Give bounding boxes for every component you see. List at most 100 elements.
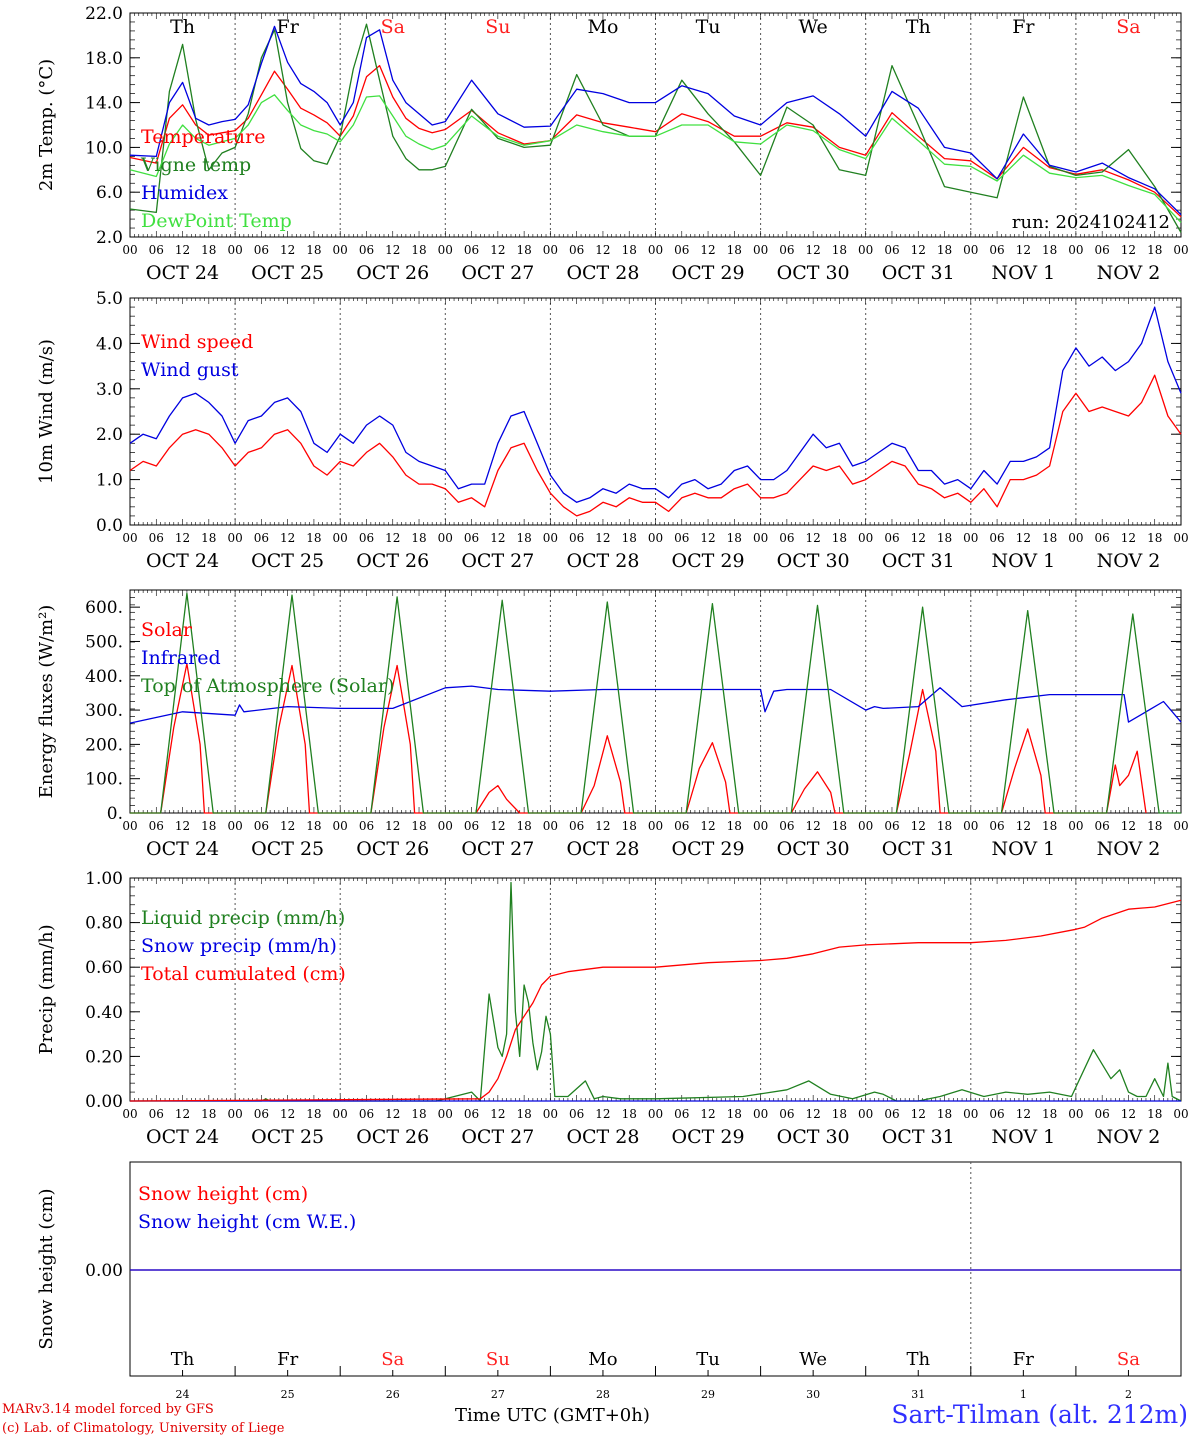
hour-label: 12	[806, 819, 821, 833]
date-label: OCT 29	[672, 1126, 745, 1148]
y-tick-label: 600.	[85, 598, 123, 618]
legend-entry: Wind speed	[141, 331, 253, 353]
hour-label: 06	[884, 819, 899, 833]
y-tick-label: 0.40	[85, 1003, 123, 1023]
date-label: OCT 31	[882, 262, 955, 284]
hour-label: 06	[674, 1107, 689, 1121]
weekday-label: Sa	[1117, 1349, 1140, 1370]
hour-label: 12	[385, 243, 400, 257]
hour-label: 00	[858, 243, 873, 257]
y-tick-label: 14.0	[85, 94, 123, 114]
model-credit: MARv3.14 model forced by GFS	[2, 1402, 214, 1417]
hour-label: 18	[937, 531, 952, 545]
hour-label: 06	[359, 243, 374, 257]
hour-label: 06	[884, 1107, 899, 1121]
hour-label: 06	[254, 531, 269, 545]
hour-label: 12	[595, 531, 610, 545]
hour-label: 00	[438, 1107, 453, 1121]
hour-label: 18	[306, 243, 321, 257]
series-line	[130, 592, 1181, 814]
y-tick-label: 200.	[85, 735, 123, 755]
panel-frame	[129, 297, 1182, 526]
hour-label: 12	[700, 1107, 715, 1121]
series-line	[129, 306, 1182, 503]
hour-label: 06	[254, 1107, 269, 1121]
hour-label: 18	[622, 819, 637, 833]
legend-entry: Vigne temp	[140, 154, 251, 176]
weekday-label: Fr	[277, 16, 300, 38]
y-tick-label: 0.0	[96, 516, 123, 536]
hour-label: 00	[122, 531, 137, 545]
hour-label: 06	[464, 531, 479, 545]
date-label: OCT 29	[672, 550, 745, 572]
weekday-label: Sa	[381, 1349, 404, 1370]
hour-label: 00	[1068, 819, 1083, 833]
date-label: OCT 25	[251, 550, 324, 572]
hour-label: 06	[149, 1107, 164, 1121]
date-label: OCT 24	[146, 838, 219, 860]
hour-label: 12	[490, 819, 505, 833]
hour-label: 18	[832, 1107, 847, 1121]
date-label: OCT 26	[356, 262, 429, 284]
hour-label: 06	[359, 1107, 374, 1121]
y-tick-label: 400.	[85, 667, 123, 687]
hour-label: 18	[622, 531, 637, 545]
hour-label: 06	[884, 243, 899, 257]
hour-label: 06	[674, 531, 689, 545]
hour-label: 06	[359, 819, 374, 833]
hour-label: 12	[175, 243, 190, 257]
hour-label: 12	[175, 1107, 190, 1121]
hour-label: 00	[543, 531, 558, 545]
hour-label: 06	[254, 243, 269, 257]
day-number-label: 1	[1020, 1388, 1027, 1401]
hour-label: 06	[1095, 243, 1110, 257]
hour-label: 06	[149, 819, 164, 833]
hour-label: 12	[1016, 243, 1031, 257]
legend-entry: Wind gust	[141, 359, 239, 381]
hour-label: 00	[543, 243, 558, 257]
hour-label: 12	[280, 531, 295, 545]
hour-label: 12	[1121, 243, 1136, 257]
hour-label: 06	[569, 243, 584, 257]
hour-label: 18	[1042, 531, 1057, 545]
date-label: OCT 31	[882, 838, 955, 860]
date-label: OCT 31	[882, 1126, 955, 1148]
date-label: OCT 30	[777, 1126, 850, 1148]
hour-label: 18	[937, 1107, 952, 1121]
date-label: NOV 1	[991, 550, 1055, 572]
hour-label: 12	[911, 1107, 926, 1121]
hour-label: 12	[1121, 1107, 1136, 1121]
hour-label: 06	[674, 243, 689, 257]
weekday-label: Sa	[381, 16, 405, 38]
legend-entry: Solar	[141, 619, 193, 641]
weekday-label: Su	[486, 1349, 510, 1370]
hour-label: 18	[1042, 1107, 1057, 1121]
weekday-label: Th	[171, 1349, 195, 1370]
hour-label: 12	[700, 819, 715, 833]
hour-label: 00	[543, 1107, 558, 1121]
hour-label: 00	[333, 531, 348, 545]
hour-label: 00	[122, 819, 137, 833]
hour-label: 18	[622, 243, 637, 257]
hour-label: 06	[254, 819, 269, 833]
hour-label: 12	[911, 531, 926, 545]
hour-label: 12	[1016, 531, 1031, 545]
series-line	[129, 64, 1182, 218]
hour-label: 06	[569, 819, 584, 833]
hour-label: 12	[595, 243, 610, 257]
hour-label: 18	[306, 819, 321, 833]
hour-label: 12	[490, 243, 505, 257]
day-number-label: 28	[596, 1388, 610, 1401]
hour-label: 06	[149, 243, 164, 257]
y-tick-label: 1.00	[85, 869, 123, 889]
hour-label: 06	[149, 531, 164, 545]
hour-label: 00	[963, 819, 978, 833]
weekday-label: Sa	[1116, 16, 1140, 38]
date-label: OCT 26	[356, 1126, 429, 1148]
hour-label: 00	[648, 1107, 663, 1121]
date-label: NOV 2	[1097, 262, 1161, 284]
hour-label: 00	[963, 531, 978, 545]
date-label: NOV 2	[1097, 1126, 1161, 1148]
date-label: OCT 30	[777, 838, 850, 860]
